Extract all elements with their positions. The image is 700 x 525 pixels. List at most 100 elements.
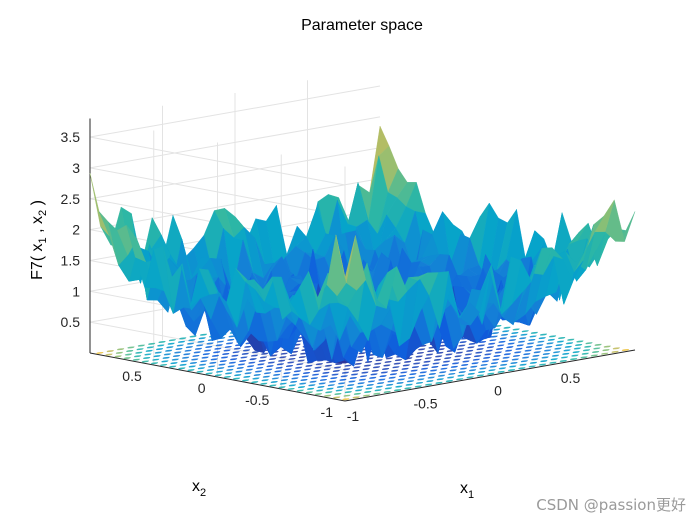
contour-line xyxy=(439,371,447,374)
contour-line xyxy=(504,349,513,352)
contour-line xyxy=(593,347,601,350)
axis-line xyxy=(89,352,346,402)
contour-line xyxy=(296,389,304,392)
contour-line xyxy=(384,387,393,390)
contour-line xyxy=(265,368,273,371)
contour-line xyxy=(467,346,475,349)
contour-line xyxy=(621,349,630,352)
contour-line xyxy=(384,360,392,363)
contour-line xyxy=(612,347,620,350)
contour-line xyxy=(274,370,282,373)
contour-line xyxy=(571,354,579,357)
contour-line xyxy=(133,355,142,358)
contour-line xyxy=(344,391,352,394)
contour-line xyxy=(529,335,537,338)
contour-line xyxy=(240,356,248,359)
contour-line xyxy=(362,368,370,371)
contour-line xyxy=(498,340,506,343)
contour-line xyxy=(284,368,292,371)
contour-line xyxy=(175,347,183,350)
contour-line xyxy=(547,338,555,341)
contour-line xyxy=(511,332,519,335)
contour-line xyxy=(565,342,574,345)
contour-line xyxy=(270,380,278,383)
x-tick-label: 0.5 xyxy=(561,370,581,386)
contour-line xyxy=(170,362,178,365)
contour-line xyxy=(198,363,207,366)
contour-line xyxy=(386,383,394,386)
contour-line xyxy=(313,370,321,373)
contour-line xyxy=(245,368,253,371)
contour-line xyxy=(603,345,611,348)
contour-line xyxy=(454,355,462,358)
contour-line xyxy=(591,350,600,353)
contour-line xyxy=(301,375,309,378)
contour-line xyxy=(196,370,204,373)
contour-line xyxy=(202,353,210,356)
contour-line xyxy=(178,367,186,370)
contour-line xyxy=(487,372,495,375)
contour-line xyxy=(164,349,173,352)
contour-line xyxy=(359,375,368,378)
contour-line xyxy=(354,362,362,365)
contour-line xyxy=(427,350,435,353)
contour-line xyxy=(580,356,588,359)
contour-line xyxy=(212,351,221,354)
contour-line xyxy=(337,382,346,385)
contour-line xyxy=(334,392,342,395)
contour-line xyxy=(223,349,231,352)
contour-line xyxy=(489,365,497,368)
contour-line xyxy=(473,355,482,358)
contour-line xyxy=(582,349,591,352)
contour-line xyxy=(526,342,535,345)
z-tick-label: 3 xyxy=(72,160,80,176)
contour-line xyxy=(187,369,195,372)
contour-line xyxy=(314,393,323,396)
contour-line xyxy=(289,354,297,357)
contour-line xyxy=(306,387,315,390)
contour-line xyxy=(581,352,589,355)
contour-line xyxy=(362,394,371,397)
contour-line xyxy=(310,377,318,380)
z-tick-label: 0.5 xyxy=(61,314,81,330)
contour-line xyxy=(251,381,259,384)
contour-line xyxy=(489,339,497,342)
contour-line xyxy=(492,358,500,361)
contour-line xyxy=(331,373,339,376)
contour-line xyxy=(519,363,527,366)
contour-line xyxy=(545,345,553,348)
contour-line xyxy=(531,358,539,361)
contour-line xyxy=(243,375,251,378)
contour-line xyxy=(414,385,422,388)
contour-line xyxy=(420,367,429,370)
contour-line xyxy=(501,360,509,363)
contour-line xyxy=(298,356,306,359)
contour-line xyxy=(266,365,274,368)
contour-line xyxy=(494,351,502,354)
contour-line xyxy=(260,382,268,385)
z-tick-label: 3.5 xyxy=(61,129,81,145)
contour-line xyxy=(449,369,457,372)
contour-line xyxy=(167,342,175,345)
contour-line xyxy=(374,389,382,392)
contour-line xyxy=(543,349,552,352)
contour-line xyxy=(176,344,184,347)
contour-line xyxy=(348,380,356,383)
contour-line xyxy=(548,335,557,338)
contour-line xyxy=(503,326,511,329)
contour-line xyxy=(296,363,304,366)
contour-line xyxy=(393,389,402,392)
contour-line xyxy=(145,349,153,352)
contour-line xyxy=(349,377,357,380)
contour-line xyxy=(198,337,206,340)
contour-line xyxy=(466,376,474,379)
contour-line xyxy=(551,354,560,357)
contour-line xyxy=(339,378,347,381)
contour-line xyxy=(396,382,404,385)
contour-line xyxy=(154,351,162,354)
contour-line xyxy=(236,367,244,370)
contour-line xyxy=(539,333,548,336)
contour-line xyxy=(567,338,575,341)
z-tick-label: 2 xyxy=(72,222,80,238)
contour-line xyxy=(498,367,506,370)
